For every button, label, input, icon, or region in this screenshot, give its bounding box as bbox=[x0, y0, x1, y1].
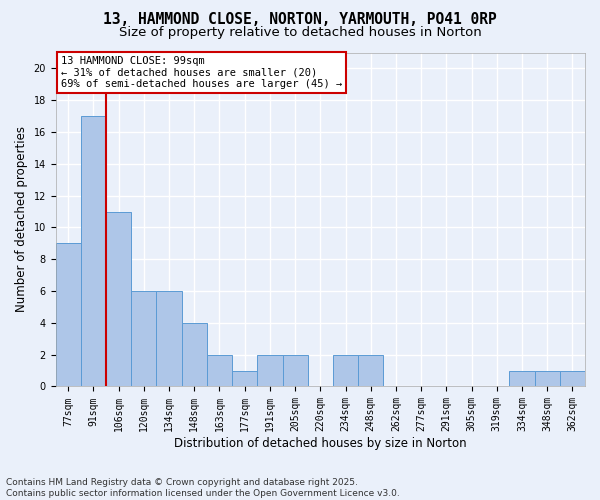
Bar bbox=[106, 212, 131, 386]
X-axis label: Distribution of detached houses by size in Norton: Distribution of detached houses by size … bbox=[174, 437, 467, 450]
Bar bbox=[535, 370, 560, 386]
Bar bbox=[157, 291, 182, 386]
Bar bbox=[257, 354, 283, 386]
Text: Size of property relative to detached houses in Norton: Size of property relative to detached ho… bbox=[119, 26, 481, 39]
Y-axis label: Number of detached properties: Number of detached properties bbox=[15, 126, 28, 312]
Text: 13, HAMMOND CLOSE, NORTON, YARMOUTH, PO41 0RP: 13, HAMMOND CLOSE, NORTON, YARMOUTH, PO4… bbox=[103, 12, 497, 28]
Bar bbox=[131, 291, 157, 386]
Bar bbox=[560, 370, 585, 386]
Bar bbox=[333, 354, 358, 386]
Bar bbox=[81, 116, 106, 386]
Bar bbox=[283, 354, 308, 386]
Bar bbox=[182, 323, 207, 386]
Bar bbox=[232, 370, 257, 386]
Bar bbox=[56, 244, 81, 386]
Bar bbox=[358, 354, 383, 386]
Text: Contains HM Land Registry data © Crown copyright and database right 2025.
Contai: Contains HM Land Registry data © Crown c… bbox=[6, 478, 400, 498]
Text: 13 HAMMOND CLOSE: 99sqm
← 31% of detached houses are smaller (20)
69% of semi-de: 13 HAMMOND CLOSE: 99sqm ← 31% of detache… bbox=[61, 56, 342, 89]
Bar bbox=[509, 370, 535, 386]
Bar bbox=[207, 354, 232, 386]
